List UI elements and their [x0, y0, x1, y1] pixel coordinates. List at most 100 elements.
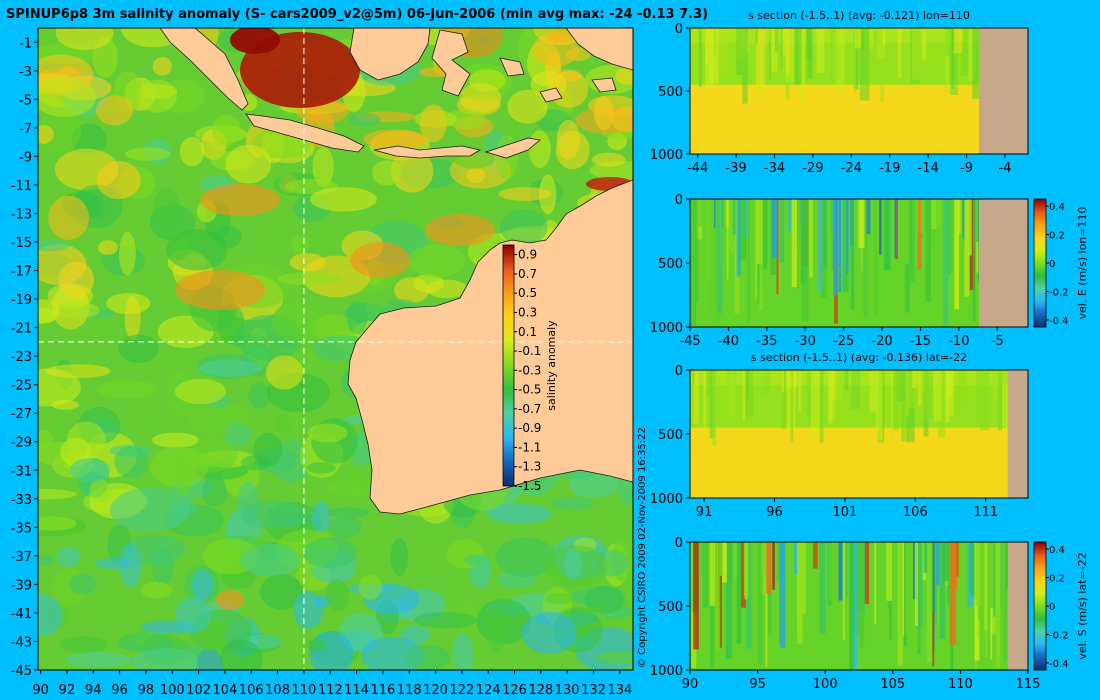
map-y-tick-label: -21 [11, 322, 32, 337]
land-lesser-sunda [373, 145, 482, 159]
section-title: s section (-1.5..1) (avg: -0.136) lat=-2… [751, 351, 967, 364]
map-x-tick-label: 104 [213, 683, 238, 698]
section-land [978, 199, 1028, 327]
section-colorbar-tick-label: -0.4 [1049, 316, 1069, 327]
section-y-tick-label: 0 [675, 22, 683, 37]
map-colorbar-label: salinity anomaly [545, 320, 558, 411]
section-y-tick-label: 0 [675, 193, 683, 208]
section-x-tick-label: -14 [918, 161, 939, 176]
section-x-tick-label: 110 [948, 677, 973, 692]
map-x-tick-label: 112 [318, 683, 343, 698]
section-x-tick-label: -44 [687, 161, 708, 176]
map-x-tick-label: 118 [397, 683, 422, 698]
section-y-tick-label: 1000 [650, 492, 683, 507]
map-y-tick-label: -31 [11, 464, 32, 479]
map-y-tick-label: -9 [19, 150, 32, 165]
land-new-guinea [565, 28, 633, 71]
section-x-tick-label: -24 [841, 161, 862, 176]
map-x-tick-label: 130 [555, 683, 580, 698]
section-field [690, 370, 1028, 498]
map-axes: 90 92 94 96 98 100 102 104 106 108 110 112 114 116 118… [11, 27, 634, 698]
map-y-tick-label: -23 [11, 350, 32, 365]
map-x-tick-label: 134 [607, 683, 632, 698]
section-x-tick-label: 106 [903, 505, 928, 520]
map-colorbar-tick-label: -0.5 [518, 383, 541, 397]
map-y-tick-label: -25 [11, 379, 32, 394]
section-title: s section (-1.5..1) (avg: -0.121) lon=11… [748, 9, 970, 22]
land-timor [484, 137, 541, 159]
section-panel-s-lat: 0 500 1000 91 96 101 106 111 s section (-1.5..1)… [650, 351, 1029, 520]
section-x-tick-label: -19 [879, 161, 900, 176]
section-y-tick-label: 0 [675, 364, 683, 379]
map-x-tick-label: 108 [265, 683, 290, 698]
section-x-tick-label: 115 [1016, 677, 1041, 692]
main-title: SPINUP6p8 3m salinity anomaly (S- cars20… [6, 7, 708, 22]
section-colorbar-tick-label: 0 [1049, 259, 1055, 270]
map-y-tick-label: -19 [11, 293, 32, 308]
section-land [1007, 542, 1028, 670]
section-x-tick-label: -20 [871, 334, 892, 349]
map-x-tick-label: 110 [291, 683, 316, 698]
section-field [690, 199, 1028, 327]
section-y-tick-label: 1000 [650, 664, 683, 679]
map-y-tick-label: -37 [11, 550, 32, 565]
map-x-tick-label: 106 [239, 683, 264, 698]
section-colorbar-tick-label: 0.4 [1049, 545, 1065, 556]
map-colorbar-tick-label: -0.1 [518, 344, 541, 358]
map-colorbar-tick-label: -0.3 [518, 363, 541, 377]
section-panel-s-lon: 0 500 1000 -44 -39 -34 -29 -24 -19 -14 -9 -4 s secti… [650, 9, 1029, 176]
section-x-tick-label: -40 [718, 334, 739, 349]
section-x-tick-label: -29 [802, 161, 823, 176]
section-colorbar-bar [1033, 198, 1047, 328]
section-colorbar-tick-label: -0.4 [1049, 659, 1069, 670]
section-y-tick-label: 1000 [650, 321, 683, 336]
map-y-tick-label: -43 [11, 635, 32, 650]
map-x-tick-label: 90 [32, 683, 49, 698]
section-colorbar-label: vel. S (m/s) lat=-22 [1076, 552, 1089, 659]
section-x-tick-label: -4 [998, 161, 1011, 176]
land-sulawesi [431, 29, 471, 97]
section-x-tick-label: -25 [833, 334, 854, 349]
section-colorbar-tick-label: 0 [1049, 602, 1055, 613]
map-x-tick-label: 124 [476, 683, 501, 698]
map-x-tick-label: 122 [449, 683, 474, 698]
section-x-tick-label: -30 [795, 334, 816, 349]
map-x-tick-label: 96 [111, 683, 128, 698]
section-y-tick-label: 500 [658, 428, 683, 443]
map-x-tick-label: 102 [186, 683, 211, 698]
section-colorbar-tick-label: 0.2 [1049, 231, 1065, 242]
section-colorbar-label: vel. E (m/s) lon=110 [1076, 207, 1089, 320]
map-y-tick-label: -3 [19, 65, 32, 80]
section-field [690, 542, 1028, 670]
section-colorbar-tick-label: -0.2 [1049, 630, 1069, 641]
map-colorbar-tick-label: 0.7 [518, 267, 537, 281]
section-y-tick-label: 0 [675, 536, 683, 551]
section-x-tick-label: 95 [749, 677, 766, 692]
section-land [1007, 370, 1028, 498]
section-field [690, 28, 1028, 154]
map-y-tick-label: -45 [11, 664, 32, 679]
section-colorbar-bar [1033, 541, 1047, 671]
map-y-tick-label: -5 [19, 93, 32, 108]
map-frame [37, 27, 634, 671]
map-colorbar-tick-label: -1.1 [518, 440, 541, 454]
section-x-tick-label: -34 [764, 161, 785, 176]
section-x-tick-label: 91 [696, 505, 713, 520]
section-guides [38, 28, 633, 670]
map-y-tick-label: -17 [11, 265, 32, 280]
section-x-tick-label: -35 [756, 334, 777, 349]
map-x-tick-label: 114 [344, 683, 369, 698]
map-x-tick-label: 128 [528, 683, 553, 698]
land-australia [347, 179, 633, 515]
map-colorbar-tick-label: 0.3 [518, 305, 537, 319]
section-x-tick-label: 90 [682, 677, 699, 692]
land-java [245, 113, 365, 153]
map-y-tick-label: -41 [11, 607, 32, 622]
section-x-tick-label: -10 [948, 334, 969, 349]
land-sumatra [159, 28, 249, 111]
section-y-tick-label: 500 [658, 85, 683, 100]
map-y-tick-label: -13 [11, 207, 32, 222]
map-colorbar: 0.9 0.7 0.5 0.3 0.1 -0.1 -0.3 -0.5 -0.7 -0.9 -1.1 -… [502, 244, 558, 493]
section-x-tick-label: -15 [910, 334, 931, 349]
